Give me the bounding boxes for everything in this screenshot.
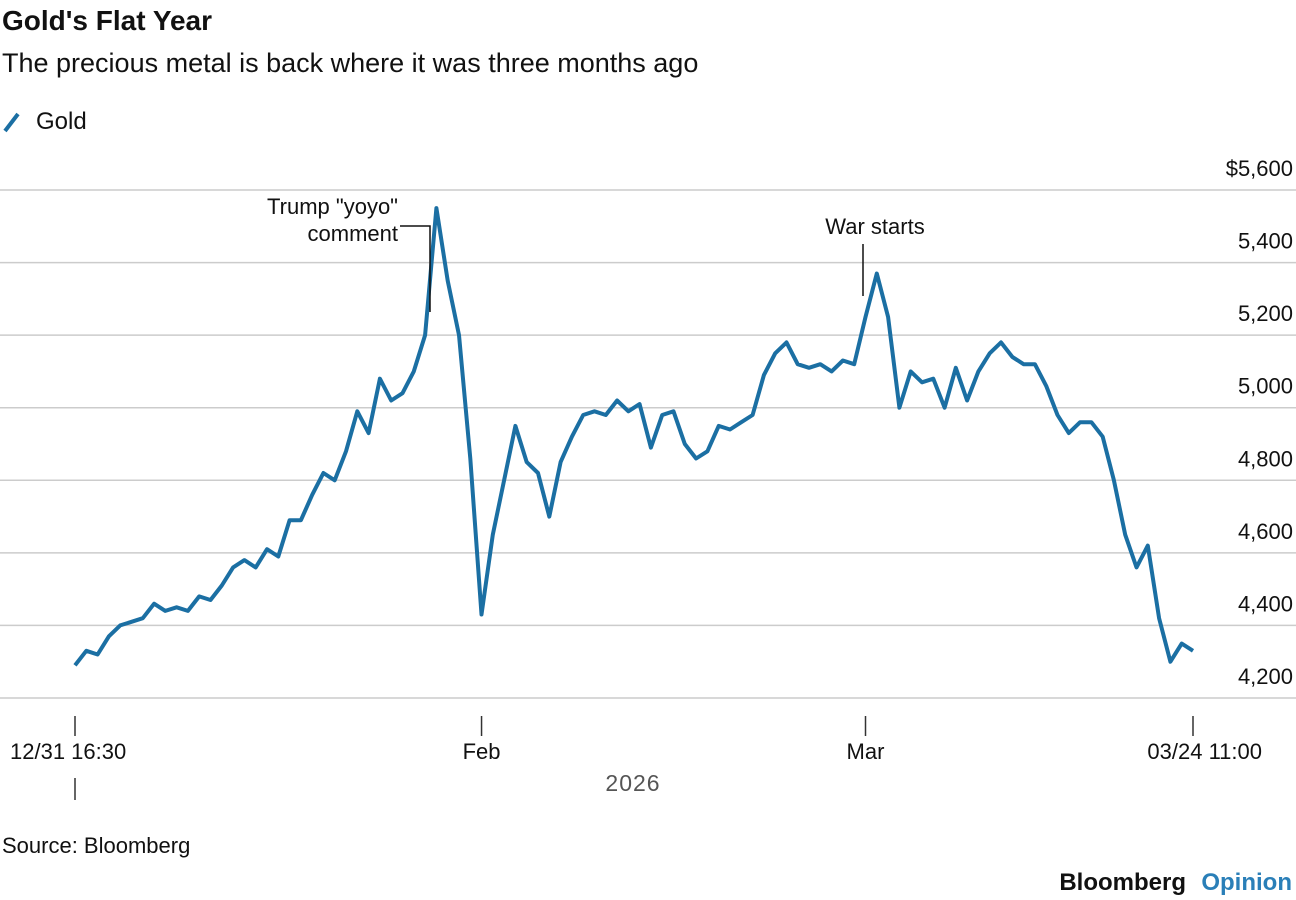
y-tick-label: 4,600 [1238, 519, 1293, 544]
legend-label: Gold [36, 108, 87, 135]
y-tick-label: 5,000 [1238, 374, 1293, 399]
y-tick-label: 4,800 [1238, 446, 1293, 471]
legend-swatch [3, 112, 20, 133]
chart-title: Gold's Flat Year [2, 5, 212, 36]
y-tick-label: 4,400 [1238, 591, 1293, 616]
y-tick-label: 5,200 [1238, 301, 1293, 326]
line [73, 206, 1195, 667]
x-tick-label: Feb [463, 739, 501, 764]
brand: Bloomberg [1059, 869, 1186, 896]
annotation: War starts [825, 214, 924, 239]
annotation-leader [400, 225, 431, 312]
x-tick-label: 12/31 16:30 [10, 739, 126, 764]
brand-opinion: Opinion [1201, 869, 1292, 896]
y-tick-label: $5,600 [1226, 156, 1293, 181]
x-tick-label: 03/24 11:00 [1147, 739, 1262, 764]
x-tick-label: Mar [847, 739, 885, 764]
chart-subtitle: The precious metal is back where it was … [2, 48, 698, 78]
annotation: Trump "yoyo" [267, 194, 398, 219]
source: Source: Bloomberg [2, 833, 190, 858]
annotation: comment [308, 221, 398, 246]
year-label: 2026 [605, 770, 660, 796]
y-tick-label: 5,400 [1238, 229, 1293, 254]
y-tick-label: 4,200 [1238, 664, 1293, 689]
